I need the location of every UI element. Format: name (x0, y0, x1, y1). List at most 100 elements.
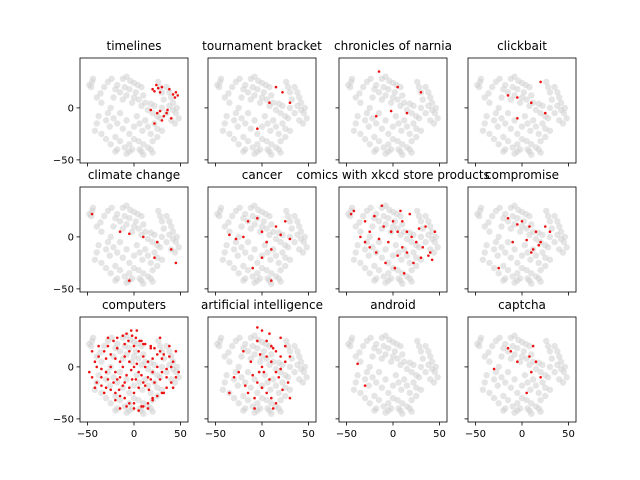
highlight-point (158, 109, 162, 113)
background-point (102, 246, 110, 253)
background-point (230, 117, 238, 124)
background-point (410, 249, 417, 256)
background-point (500, 133, 507, 141)
background-point (93, 223, 100, 230)
background-point (112, 262, 119, 270)
background-point (217, 75, 225, 82)
background-point (93, 249, 100, 256)
background-point (221, 120, 228, 127)
background-point (408, 109, 415, 117)
background-point (277, 149, 284, 156)
background-point (101, 212, 108, 220)
background-point (560, 238, 568, 246)
background-point (500, 392, 507, 400)
background-point (121, 144, 128, 151)
background-point (366, 141, 373, 148)
background-point (400, 117, 408, 124)
background-point (382, 117, 389, 124)
highlight-point (153, 122, 156, 125)
background-point (263, 355, 270, 362)
background-point (97, 90, 104, 97)
highlight-point (408, 212, 412, 216)
background-point (432, 233, 440, 241)
background-point (410, 120, 417, 127)
background-point (539, 249, 546, 256)
background-point (264, 275, 271, 282)
background-point (369, 353, 376, 360)
background-point (546, 348, 554, 355)
background-point (93, 353, 100, 360)
background-point (175, 115, 182, 122)
background-point (516, 99, 524, 106)
background-point (132, 218, 140, 225)
background-point (514, 85, 521, 93)
background-point (215, 342, 223, 350)
highlight-point (174, 91, 178, 94)
background-point (492, 238, 500, 246)
background-point (242, 405, 249, 412)
background-point (548, 96, 555, 103)
background-point (560, 109, 568, 117)
background-point (371, 133, 378, 141)
highlight-point (160, 370, 164, 374)
highlight-point (377, 70, 381, 73)
background-point (504, 266, 512, 274)
background-point (123, 246, 130, 253)
background-point (158, 104, 166, 112)
highlight-point (146, 407, 150, 410)
highlight-point (279, 367, 282, 371)
background-point (528, 400, 535, 407)
background-point (366, 363, 373, 371)
background-point (251, 351, 258, 358)
background-point (247, 384, 255, 391)
background-point (502, 340, 509, 348)
x-tick-label: 0 (390, 429, 396, 440)
background-point (251, 117, 258, 124)
background-point (251, 332, 258, 339)
background-point (516, 405, 524, 412)
background-point (375, 137, 383, 145)
subplot: captcha −50 0 50 (464, 298, 577, 440)
highlight-point (419, 256, 423, 259)
background-point (417, 256, 425, 263)
highlight-point (256, 326, 259, 329)
background-point (365, 252, 372, 259)
background-point (140, 92, 147, 99)
highlight-point (506, 346, 510, 350)
background-point (528, 280, 535, 287)
background-point (173, 363, 181, 371)
background-point (375, 266, 383, 274)
background-point (518, 123, 526, 130)
background-point (504, 238, 512, 246)
background-point (236, 75, 243, 82)
highlight-point (265, 339, 268, 343)
highlight-point (168, 344, 171, 348)
highlight-point (246, 220, 250, 223)
background-point (282, 133, 289, 141)
background-point (221, 379, 228, 386)
background-point (261, 372, 268, 379)
highlight-point (260, 386, 264, 389)
background-point (254, 85, 261, 93)
background-point (521, 242, 528, 249)
background-point (546, 127, 554, 134)
highlight-point (380, 204, 384, 208)
background-point (166, 218, 173, 225)
highlight-point (270, 360, 273, 364)
highlight-point (142, 235, 145, 239)
highlight-point (149, 344, 153, 348)
background-point (419, 96, 426, 103)
background-point (256, 146, 264, 153)
background-point (102, 264, 110, 272)
y-tick-label: 0 (68, 362, 74, 373)
background-point (277, 266, 284, 274)
highlight-point (165, 111, 168, 115)
background-point (294, 89, 301, 96)
background-point (417, 363, 425, 371)
background-point (102, 394, 110, 402)
background-point (494, 252, 501, 259)
background-point (123, 202, 130, 209)
background-point (158, 89, 166, 96)
background-point (387, 99, 395, 106)
highlight-point (281, 388, 284, 392)
